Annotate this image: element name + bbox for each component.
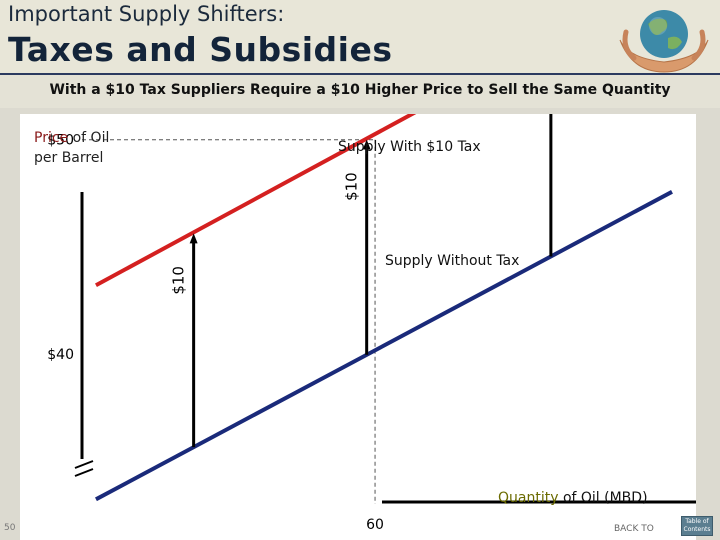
page-number: 50 — [4, 523, 16, 533]
x-tick-label: 60 — [366, 517, 384, 533]
header-band — [0, 0, 720, 74]
axis-break-mark — [74, 460, 94, 469]
y-axis-label-line2: per Barrel — [34, 150, 103, 166]
series-label-with-tax: Supply With $10 Tax — [338, 139, 481, 155]
back-to-link[interactable]: BACK TO — [614, 524, 654, 534]
slide-subtitle: With a $10 Tax Suppliers Require a $10 H… — [49, 82, 671, 98]
toc-label-line1: Table of — [685, 518, 709, 525]
x-axis-label: Quantity of Oil (MBD) — [498, 490, 648, 506]
series-label-without-tax: Supply Without Tax — [385, 253, 519, 269]
y-axis-label-accent: Price — [34, 130, 68, 146]
axis-break-mark — [74, 468, 94, 477]
toc-label-line2: Contents — [683, 526, 711, 533]
subtitle-band — [0, 74, 720, 108]
tax-shift-label: $10 — [170, 266, 188, 295]
supply-without-tax-line — [95, 190, 673, 502]
globe-in-hands-icon — [619, 10, 709, 73]
y-tick-label: $40 — [47, 347, 74, 363]
slide-kicker: Important Supply Shifters: — [8, 2, 285, 26]
chart-area: $10$10$10 $50 $40 60 Price of Oil per Ba… — [20, 114, 696, 540]
supply-shift-chart: $10$10$10 $50 $40 60 Price of Oil per Ba… — [34, 114, 696, 533]
slide-title: Taxes and Subsidies — [8, 30, 393, 69]
tax-shift-arrows: $10$10$10 — [170, 114, 553, 448]
x-axis-label-accent: Quantity — [498, 490, 559, 506]
x-axis-label-rest: of Oil (MBD) — [559, 490, 648, 506]
y-axis-label: Price of Oil — [34, 130, 109, 146]
tax-shift-label: $10 — [343, 172, 361, 201]
table-of-contents-button[interactable]: Table of Contents — [681, 516, 713, 536]
header-rule — [0, 73, 720, 75]
y-axis-label-rest: of Oil — [68, 130, 109, 146]
y-tick-label: $50 — [47, 133, 74, 149]
supply-with-tax-line — [95, 114, 417, 288]
